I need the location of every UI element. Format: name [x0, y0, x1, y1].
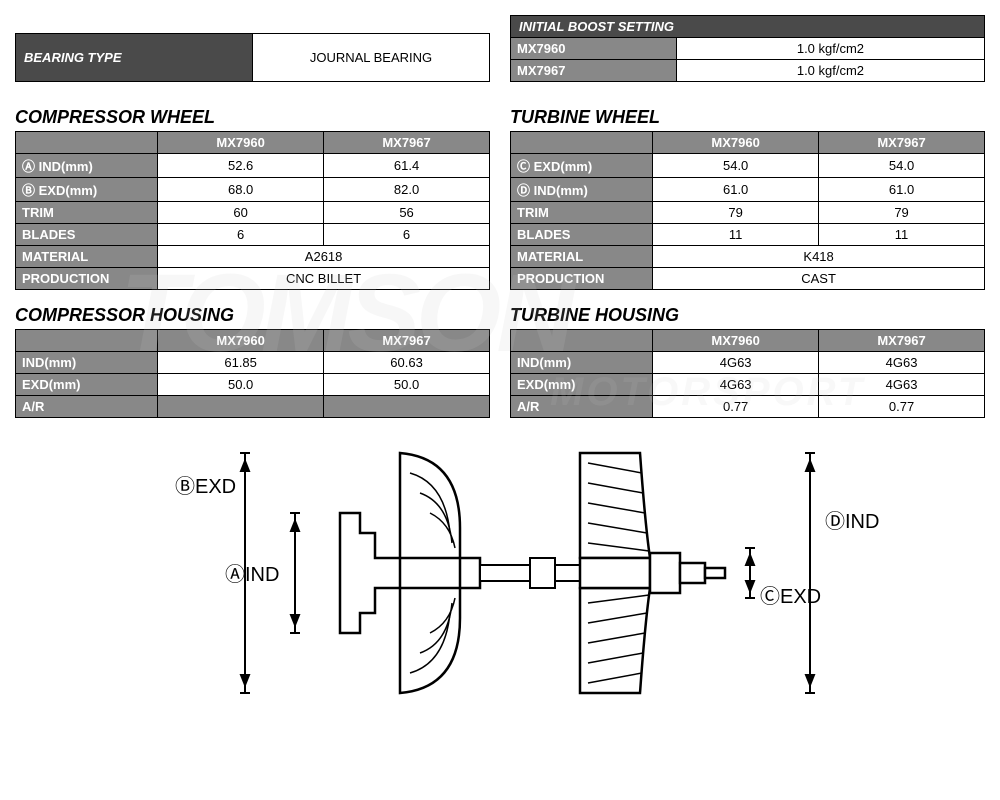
row-label: MATERIAL	[511, 246, 653, 268]
cell: 60	[158, 202, 324, 224]
col-header: MX7960	[653, 132, 819, 154]
diagram-label-d: ⒹIND	[825, 510, 879, 533]
row-label: Ⓒ EXD(mm)	[511, 154, 653, 178]
blank-header	[16, 330, 158, 352]
turbo-diagram: ⒷEXD ⒶIND ⒹIND ⒸEXD	[15, 433, 985, 713]
cell: 50.0	[324, 374, 490, 396]
top-row: BEARING TYPE JOURNAL BEARING INITIAL BOO…	[15, 15, 985, 82]
cell: 82.0	[324, 178, 490, 202]
wheel-row: COMPRESSOR WHEEL MX7960 MX7967 Ⓐ IND(mm)…	[15, 107, 985, 290]
cell: 0.77	[653, 396, 819, 418]
boost-row-model: MX7960	[511, 38, 677, 60]
row-label: EXD(mm)	[16, 374, 158, 396]
col-header: MX7967	[819, 330, 985, 352]
col-header: MX7960	[158, 132, 324, 154]
row-label: Ⓓ IND(mm)	[511, 178, 653, 202]
col-header: MX7967	[819, 132, 985, 154]
compressor-wheel-table: MX7960 MX7967 Ⓐ IND(mm)52.661.4 Ⓑ EXD(mm…	[15, 131, 490, 290]
compressor-wheel-section: COMPRESSOR WHEEL MX7960 MX7967 Ⓐ IND(mm)…	[15, 107, 490, 290]
diagram-svg: ⒷEXD ⒶIND ⒹIND ⒸEXD	[90, 433, 910, 713]
blank-header	[511, 132, 653, 154]
housing-row: COMPRESSOR HOUSING MX7960 MX7967 IND(mm)…	[15, 305, 985, 418]
row-label: BLADES	[511, 224, 653, 246]
cell: 61.0	[819, 178, 985, 202]
row-label: A/R	[511, 396, 653, 418]
compressor-housing-section: COMPRESSOR HOUSING MX7960 MX7967 IND(mm)…	[15, 305, 490, 418]
diagram-label-a: ⒶIND	[225, 563, 279, 586]
diagram-label-c: ⒸEXD	[760, 585, 821, 608]
cell: 61.0	[653, 178, 819, 202]
boost-table: INITIAL BOOST SETTING MX7960 1.0 kgf/cm2…	[510, 15, 985, 82]
cell: CAST	[653, 268, 985, 290]
section-title: TURBINE HOUSING	[510, 305, 985, 326]
cell: 52.6	[158, 154, 324, 178]
row-label: PRODUCTION	[16, 268, 158, 290]
row-label: IND(mm)	[16, 352, 158, 374]
compressor-housing-table: MX7960 MX7967 IND(mm)61.8560.63 EXD(mm)5…	[15, 329, 490, 418]
cell: A2618	[158, 246, 490, 268]
cell: 4G63	[653, 352, 819, 374]
cell: 11	[819, 224, 985, 246]
cell: 79	[653, 202, 819, 224]
section-title: COMPRESSOR HOUSING	[15, 305, 490, 326]
boost-title: INITIAL BOOST SETTING	[511, 16, 985, 38]
cell: 61.4	[324, 154, 490, 178]
cell: 4G63	[653, 374, 819, 396]
col-header: MX7967	[324, 132, 490, 154]
cell: 50.0	[158, 374, 324, 396]
cell: 60.63	[324, 352, 490, 374]
cell: 54.0	[653, 154, 819, 178]
row-label: TRIM	[16, 202, 158, 224]
boost-row-value: 1.0 kgf/cm2	[676, 38, 984, 60]
row-label: EXD(mm)	[511, 374, 653, 396]
row-label: PRODUCTION	[511, 268, 653, 290]
cell: 11	[653, 224, 819, 246]
row-label: A/R	[16, 396, 158, 418]
cell: 61.85	[158, 352, 324, 374]
cell: CNC BILLET	[158, 268, 490, 290]
cell	[324, 396, 490, 418]
bearing-label: BEARING TYPE	[16, 34, 253, 82]
blank-header	[511, 330, 653, 352]
boost-row-model: MX7967	[511, 60, 677, 82]
row-label: IND(mm)	[511, 352, 653, 374]
row-label: Ⓐ IND(mm)	[16, 154, 158, 178]
cell: K418	[653, 246, 985, 268]
cell	[158, 396, 324, 418]
diagram-label-b: ⒷEXD	[175, 475, 236, 498]
bearing-value: JOURNAL BEARING	[253, 34, 490, 82]
turbine-wheel-section: TURBINE WHEEL MX7960 MX7967 Ⓒ EXD(mm)54.…	[510, 107, 985, 290]
turbine-housing-section: TURBINE HOUSING MX7960 MX7967 IND(mm)4G6…	[510, 305, 985, 418]
row-label: TRIM	[511, 202, 653, 224]
row-label: Ⓑ EXD(mm)	[16, 178, 158, 202]
blank-header	[16, 132, 158, 154]
cell: 79	[819, 202, 985, 224]
cell: 54.0	[819, 154, 985, 178]
boost-row-value: 1.0 kgf/cm2	[676, 60, 984, 82]
col-header: MX7960	[158, 330, 324, 352]
cell: 68.0	[158, 178, 324, 202]
cell: 6	[324, 224, 490, 246]
turbine-housing-table: MX7960 MX7967 IND(mm)4G634G63 EXD(mm)4G6…	[510, 329, 985, 418]
section-title: COMPRESSOR WHEEL	[15, 107, 490, 128]
row-label: BLADES	[16, 224, 158, 246]
cell: 6	[158, 224, 324, 246]
bearing-table: BEARING TYPE JOURNAL BEARING	[15, 33, 490, 82]
section-title: TURBINE WHEEL	[510, 107, 985, 128]
col-header: MX7960	[653, 330, 819, 352]
col-header: MX7967	[324, 330, 490, 352]
cell: 4G63	[819, 374, 985, 396]
row-label: MATERIAL	[16, 246, 158, 268]
cell: 0.77	[819, 396, 985, 418]
turbine-wheel-table: MX7960 MX7967 Ⓒ EXD(mm)54.054.0 Ⓓ IND(mm…	[510, 131, 985, 290]
cell: 4G63	[819, 352, 985, 374]
cell: 56	[324, 202, 490, 224]
